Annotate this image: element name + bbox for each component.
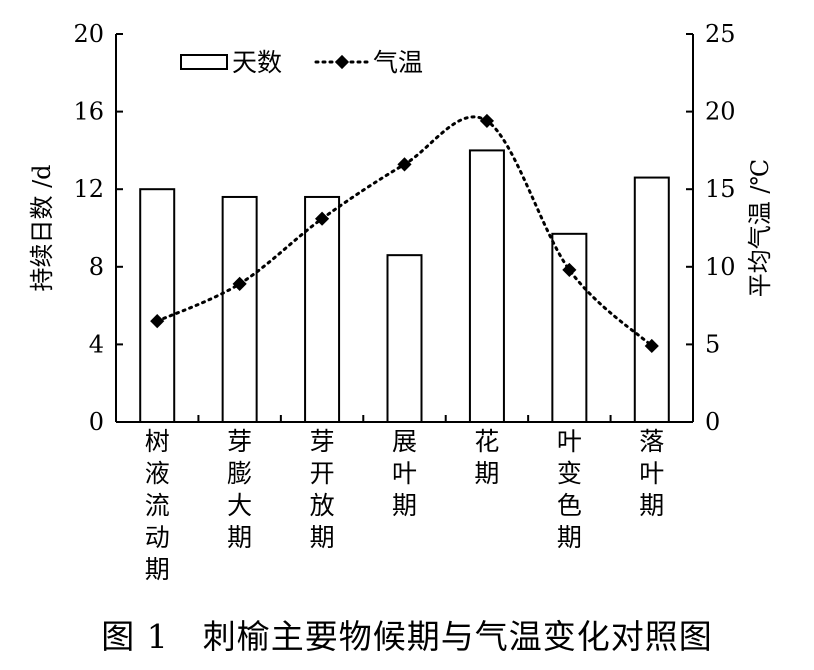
category-label-3: 展叶期 [392, 427, 417, 520]
y-right-tick-label-4: 20 [705, 98, 736, 126]
y-axis-left-title: 持续日数 /d [28, 164, 56, 291]
category-label-4: 花期 [474, 427, 499, 488]
y-right-tick-label-5: 25 [705, 20, 736, 48]
temperature-point-0 [150, 314, 165, 329]
y-left-tick-label-1: 4 [89, 330, 104, 358]
y-right-tick-label-2: 10 [705, 253, 736, 281]
category-label-5: 叶变色期 [557, 427, 582, 552]
bar-5 [551, 232, 588, 423]
bar-4 [468, 149, 505, 423]
bar-6 [633, 176, 670, 423]
y-left-tick-label-0: 0 [89, 408, 104, 436]
temperature-point-2 [315, 211, 330, 226]
y-axis-right-title: 平均气温 /℃ [746, 159, 774, 298]
legend: 天数 气温 [180, 48, 423, 77]
category-label-0: 树液流动期 [145, 427, 170, 584]
category-label-1: 芽膨大期 [227, 427, 252, 552]
label-group: 0 4 8 12 16 20 0 5 10 15 20 25 树液流动期 芽膨大期 芽开放期 展叶期 花期 叶变色… [28, 20, 774, 584]
temperature-point-5 [562, 262, 577, 277]
figure-caption: 图 1 刺榆主要物候期与气温变化对照图 [101, 617, 713, 656]
category-label-2: 芽开放期 [310, 427, 335, 552]
bar-0 [139, 188, 176, 423]
legend-line-marker [334, 54, 350, 70]
category-label-6: 落叶期 [639, 427, 664, 520]
bar-2 [304, 195, 341, 423]
legend-bar-label: 天数 [232, 48, 282, 77]
temperature-point-3 [397, 157, 412, 172]
y-left-tick-label-2: 8 [89, 253, 104, 281]
temperature-point-6 [644, 338, 659, 354]
y-right-tick-label-1: 5 [705, 330, 720, 358]
legend-line-label: 气温 [373, 48, 423, 77]
y-left-tick-label-3: 12 [73, 175, 104, 203]
temperature-point-4 [479, 113, 494, 128]
y-right-tick-label-3: 15 [705, 175, 736, 203]
line-series-group [150, 113, 659, 354]
temperature-point-1 [232, 276, 247, 291]
axes [115, 33, 694, 423]
y-left-tick-label-5: 20 [73, 20, 104, 48]
y-right-tick-label-0: 0 [705, 408, 720, 436]
chart: 0 4 8 12 16 20 0 5 10 15 20 25 树液流动期 芽膨大期 芽开放期 展叶期 花期 叶变色… [28, 20, 774, 584]
y-left-tick-label-4: 16 [73, 98, 104, 126]
bar-3 [386, 254, 423, 423]
bar-group [139, 149, 670, 423]
bar-1 [221, 195, 258, 423]
legend-bar-swatch [180, 54, 228, 70]
